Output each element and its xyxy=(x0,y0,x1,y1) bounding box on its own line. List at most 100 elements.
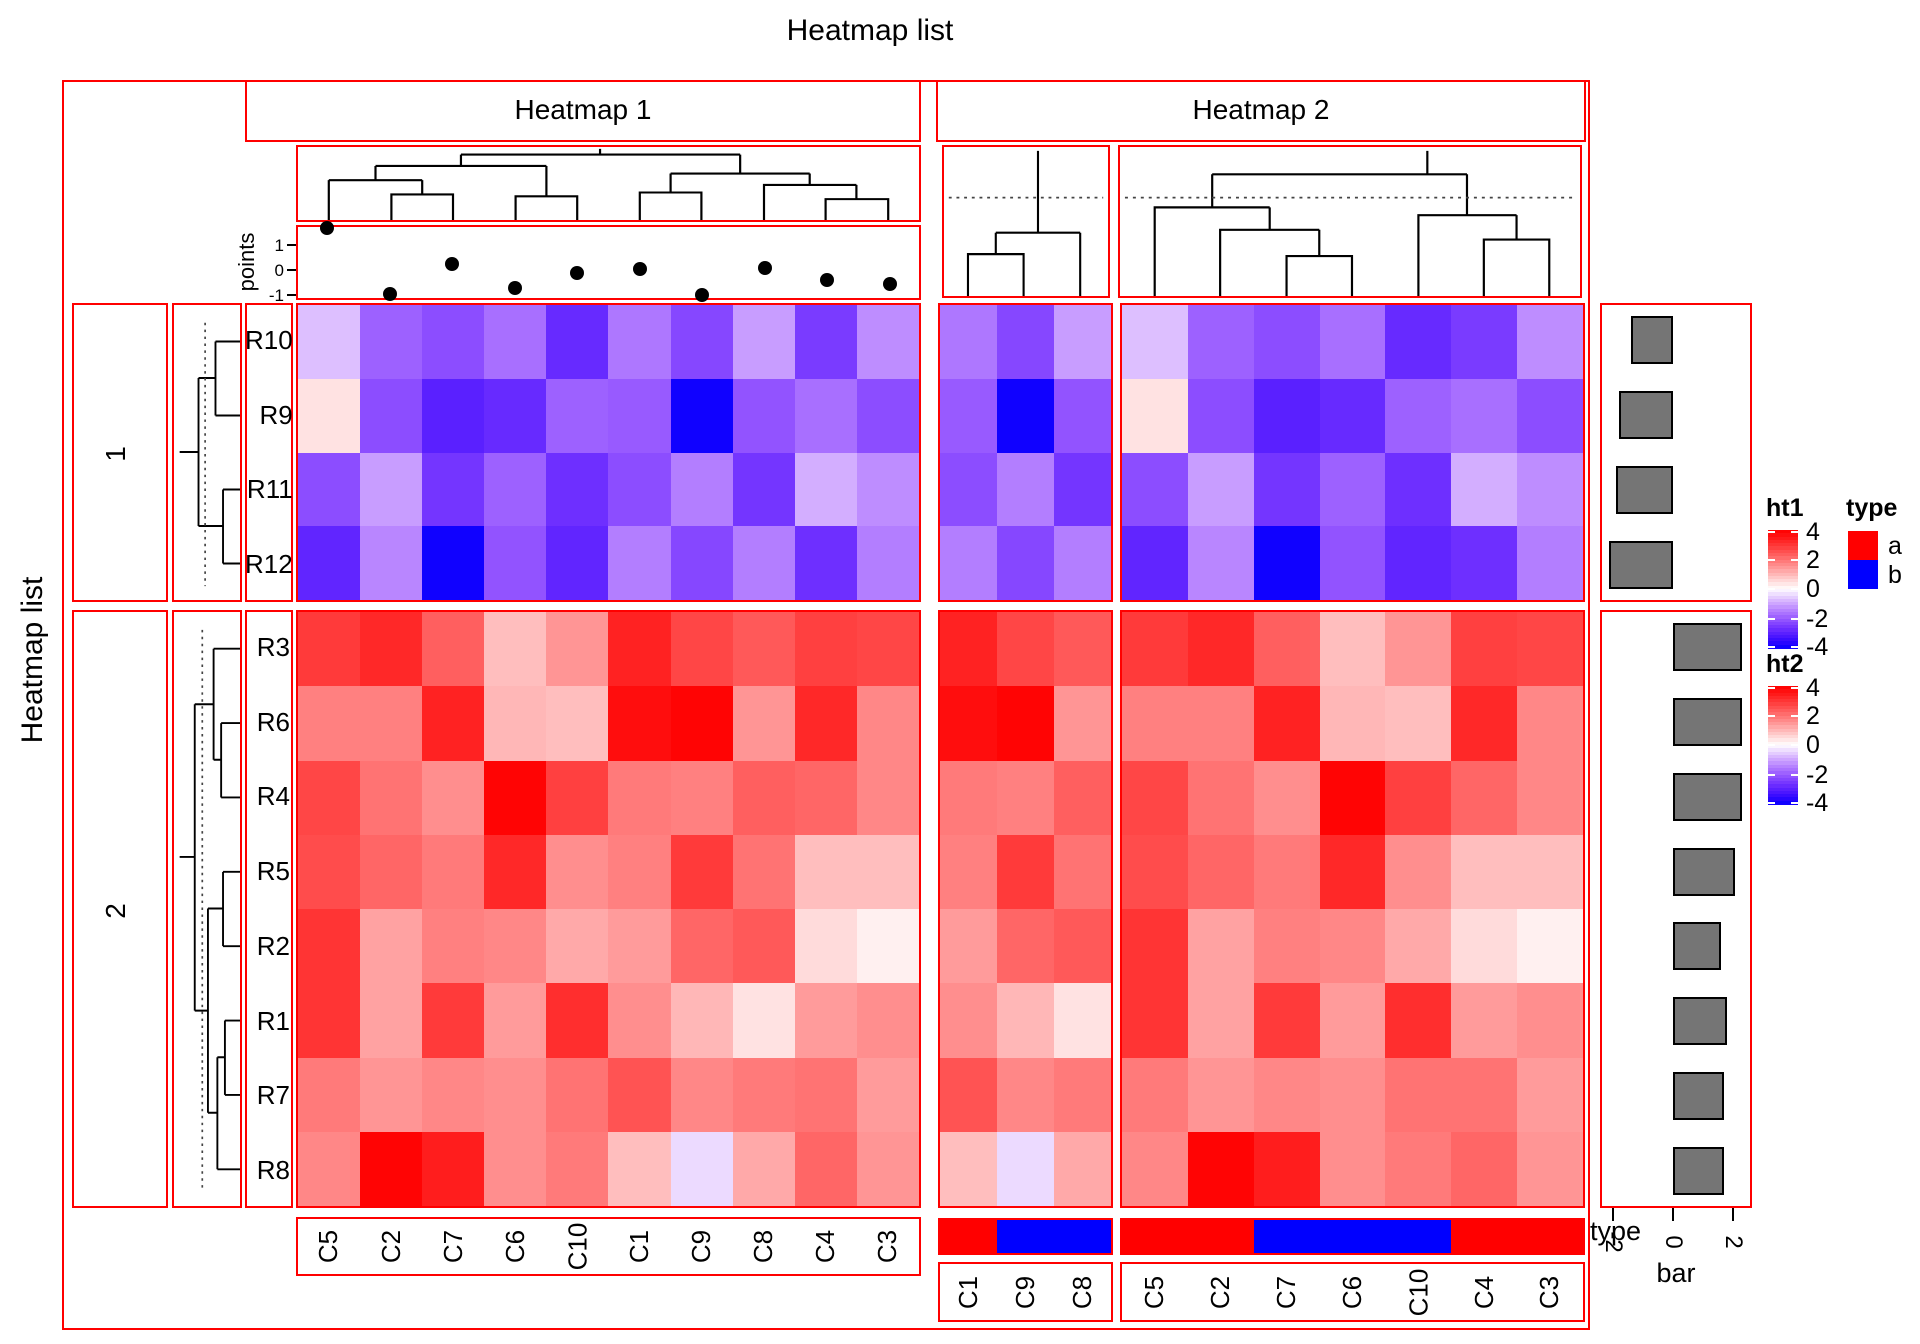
colorbar-strip xyxy=(1768,562,1798,567)
heatmap-cell xyxy=(670,526,733,600)
heatmap-cell xyxy=(1319,760,1386,835)
colorbar-tick xyxy=(1768,558,1775,561)
heatmap-cell xyxy=(608,378,671,453)
heatmap-cell xyxy=(484,1057,547,1132)
heatmap2-block1-column-labels: C1 C9 C8 xyxy=(938,1262,1113,1322)
heatmap-cell xyxy=(608,909,671,984)
type-annotation-cell xyxy=(1319,1220,1386,1253)
colorbar-tick xyxy=(1768,530,1775,533)
type-legend-label: a xyxy=(1888,532,1902,560)
colorbar-strip xyxy=(1768,533,1798,538)
heatmap-cell xyxy=(1517,983,1583,1058)
row-label: R4 xyxy=(256,781,290,812)
colorbar-tick-label: 0 xyxy=(1806,575,1820,603)
heatmap-cell xyxy=(298,983,361,1058)
column-label: C7 xyxy=(1271,1275,1302,1309)
heatmap-cell xyxy=(670,1131,733,1206)
row-label: R7 xyxy=(256,1080,290,1111)
row-label: R1 xyxy=(256,1005,290,1036)
heatmap-cell xyxy=(856,834,919,909)
heatmap-cell xyxy=(670,452,733,527)
colorbar-strip xyxy=(1768,530,1798,534)
heatmap-cell xyxy=(1187,612,1254,687)
heatmap-cell xyxy=(1517,378,1583,453)
column-label: C6 xyxy=(1336,1275,1367,1309)
heatmap-cell xyxy=(1187,1131,1254,1206)
points-annotation-dot xyxy=(570,265,585,280)
bar-annotation-bar xyxy=(1616,465,1673,514)
points-annotation-dot xyxy=(382,286,397,301)
colorbar-tick xyxy=(1791,588,1798,590)
heatmap-cell xyxy=(360,1131,423,1206)
heatmap-cell xyxy=(298,378,361,453)
heatmap-cell xyxy=(608,452,671,527)
column-label: C4 xyxy=(810,1229,841,1264)
colorbar-strip xyxy=(1768,559,1798,564)
heatmap-cell xyxy=(1319,452,1386,527)
points-annotation-dot xyxy=(507,280,522,295)
row-group1-dendrogram xyxy=(179,322,240,587)
heatmap-cell xyxy=(1253,760,1320,835)
heatmap-cell xyxy=(856,612,919,687)
colorbar-strip xyxy=(1768,602,1798,606)
colorbar-strip xyxy=(1768,592,1798,597)
colorbar-strip xyxy=(1768,689,1798,694)
colorbar-strip xyxy=(1768,585,1798,590)
column-label: C5 xyxy=(1139,1275,1170,1309)
heatmap-cell xyxy=(1517,760,1583,835)
frame-box xyxy=(172,303,242,602)
points-annotation-dot xyxy=(820,273,835,287)
colorbar-strip xyxy=(1768,794,1798,799)
heatmap-cell xyxy=(608,1057,671,1132)
heatmap-cell xyxy=(856,1131,919,1206)
heatmap-cell xyxy=(546,378,609,453)
type-annotation-strip xyxy=(938,1218,1113,1255)
heatmap-cell xyxy=(1517,1057,1583,1132)
type-annotation-cell xyxy=(1517,1220,1583,1253)
colorbar-strip xyxy=(1768,595,1798,600)
row-label: R12 xyxy=(245,549,293,580)
heatmap-cell xyxy=(422,612,485,687)
heatmap-cell xyxy=(1054,452,1111,527)
colorbar-tick xyxy=(1768,801,1775,804)
legend-ht2-title: ht2 xyxy=(1766,650,1804,678)
heatmap1-column-labels: C5 C2 C7 C6 C10 C1 C9 C8 C4 C3 xyxy=(296,1217,921,1276)
frame-box xyxy=(936,80,1586,142)
heatmap-cell xyxy=(940,983,997,1058)
heatmap-cell xyxy=(1319,378,1386,453)
heatmap-cell xyxy=(670,1057,733,1132)
colorbar-tick-label: -4 xyxy=(1806,788,1829,817)
heatmap-cell xyxy=(1122,378,1188,453)
colorbar-strip xyxy=(1768,686,1798,690)
colorbar-strip xyxy=(1768,556,1798,561)
bar-annotation-bar xyxy=(1619,391,1673,440)
heatmap-cell xyxy=(298,1131,361,1206)
heatmap-cell xyxy=(732,909,795,984)
heatmap-cell xyxy=(546,983,609,1058)
colorbar-strip xyxy=(1768,615,1798,620)
colorbar-tick-label: -2 xyxy=(1806,604,1829,633)
row-label-column: R3 R6 R4 R5 R2 R1 R7 R8 xyxy=(245,610,293,1208)
heatmap-cell xyxy=(1122,305,1188,379)
heatmap-cell xyxy=(484,378,547,453)
heatmap-cell xyxy=(1385,834,1452,909)
heatmap-cell xyxy=(1054,983,1111,1058)
colorbar-strip xyxy=(1768,569,1798,574)
heatmap-cell xyxy=(856,305,919,379)
heatmap-cell xyxy=(940,452,997,527)
colorbar-strip xyxy=(1768,598,1798,603)
frame-box xyxy=(245,610,293,1208)
colorbar-tick xyxy=(1791,714,1798,717)
colorbar-strip xyxy=(1768,705,1798,710)
colorbar-strip xyxy=(1768,767,1798,772)
heatmap-cell xyxy=(670,909,733,984)
bar-annotation-bar xyxy=(1673,1071,1724,1120)
legend-ht1-title: ht1 xyxy=(1766,494,1804,522)
bar-annotation-bar xyxy=(1673,922,1721,971)
row-label-column: R10 R9 R11 R12 xyxy=(245,303,293,602)
heatmap-cell xyxy=(1451,834,1518,909)
heatmap-cell xyxy=(856,1057,919,1132)
heatmap-cell xyxy=(997,983,1054,1058)
heatmap-cell xyxy=(1385,686,1452,761)
